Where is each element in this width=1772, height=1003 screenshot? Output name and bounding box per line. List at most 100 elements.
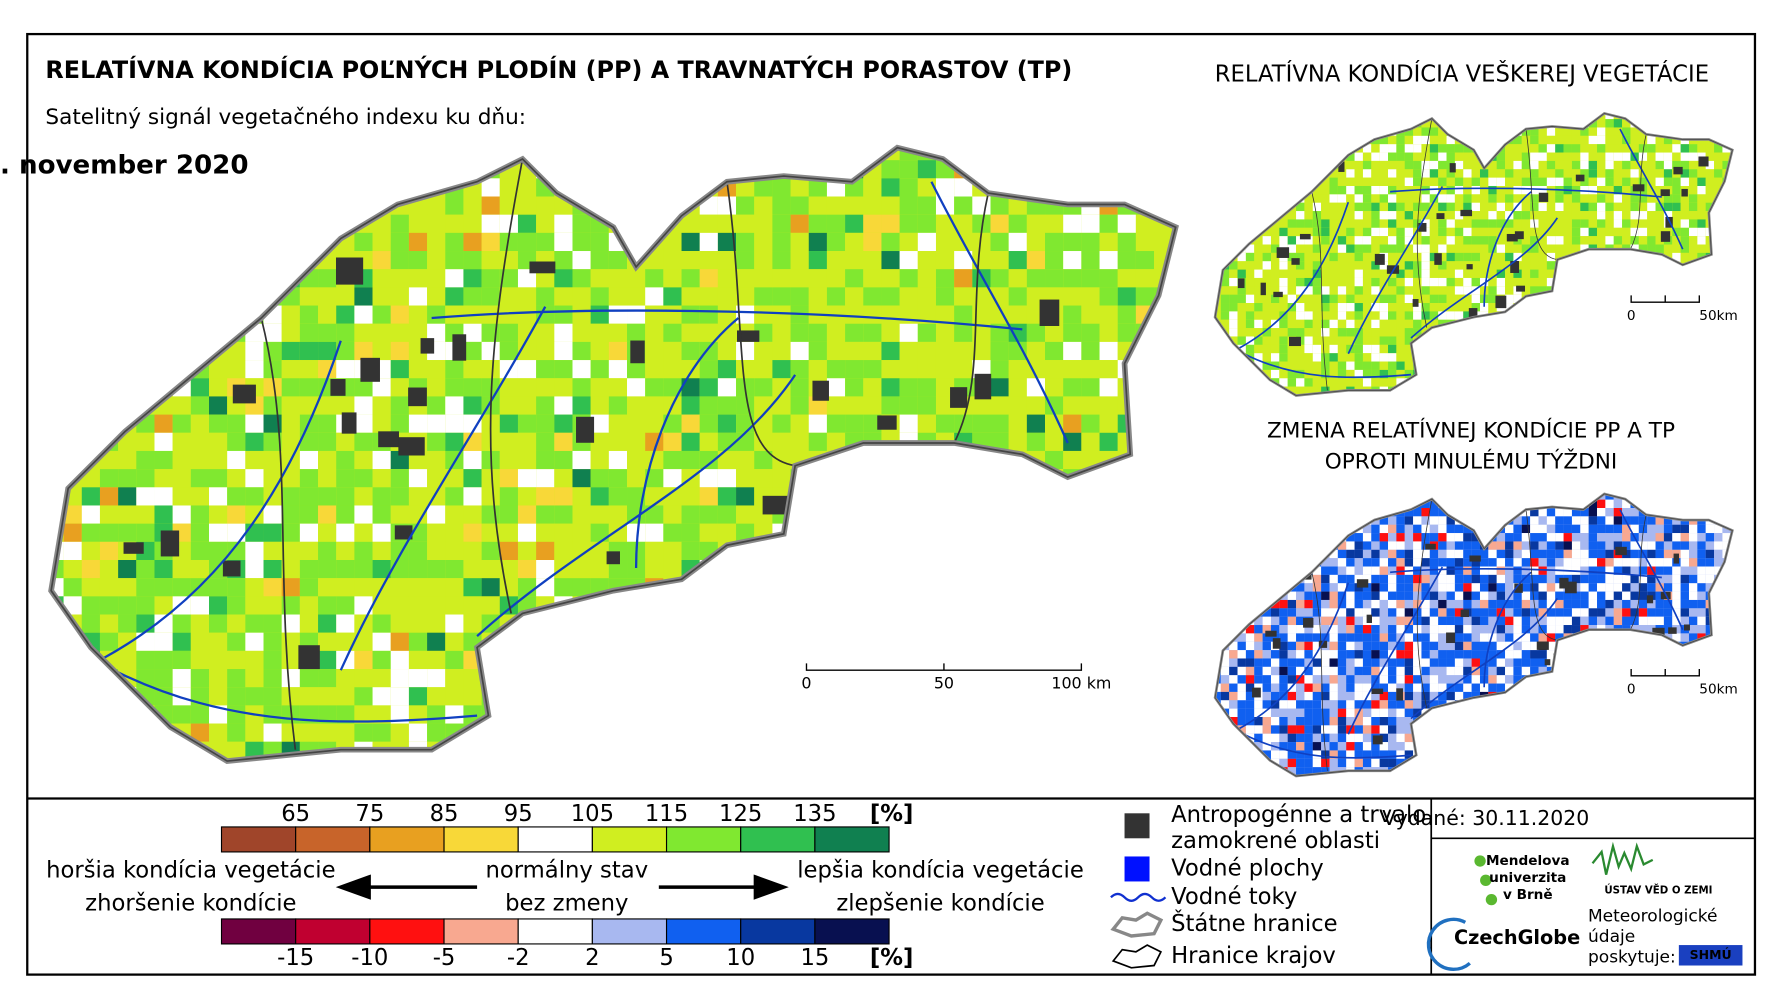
map-pixel [1296, 135, 1305, 145]
map-pixel [1672, 185, 1681, 195]
map-pixel [1647, 541, 1656, 550]
map-pixel [1254, 177, 1263, 186]
map-pixel [227, 578, 246, 597]
map-pixel [1546, 144, 1556, 153]
map-pixel [772, 705, 791, 724]
map-pixel [1505, 369, 1514, 379]
map-pixel [63, 523, 82, 542]
map-pixel [1371, 119, 1380, 128]
map-pixel [1505, 144, 1514, 153]
map-pixel [1229, 549, 1238, 559]
map-pixel [1312, 344, 1322, 354]
map-pixel [1697, 353, 1706, 362]
map-pixel [1135, 251, 1155, 270]
map-pixel [1714, 269, 1723, 278]
map-pixel [808, 741, 827, 760]
map-pixel [1220, 152, 1230, 161]
map-pixel [554, 669, 573, 688]
map-pixel [1117, 523, 1136, 542]
map-pixel [1379, 194, 1389, 203]
map-pixel [1321, 516, 1330, 525]
map-pixel [154, 214, 173, 233]
map-pixel [1337, 177, 1347, 186]
map-pixel [1063, 450, 1082, 470]
map-pixel [699, 523, 718, 542]
map-pixel [1388, 369, 1397, 379]
map-pixel [445, 196, 464, 215]
map-pixel [1279, 227, 1288, 237]
map-pixel [1388, 524, 1397, 534]
map-pixel [790, 559, 809, 579]
map-pixel [281, 147, 300, 161]
map-pixel [1663, 369, 1673, 379]
map-pixel [1404, 541, 1414, 550]
map-pixel [1404, 507, 1414, 517]
map-pixel [1154, 396, 1173, 415]
map-pixel [1538, 344, 1547, 354]
map-pixel [1287, 524, 1297, 534]
map-pixel [1404, 533, 1414, 542]
map-pixel [1546, 524, 1556, 534]
map-pixel [209, 523, 228, 542]
map-pixel [554, 469, 573, 488]
map-pixel [1630, 328, 1639, 337]
map-pixel [1063, 432, 1082, 451]
map-pixel [1488, 236, 1497, 245]
map-pixel [1296, 227, 1305, 237]
map-pixel [1538, 185, 1547, 195]
map-pixel [1530, 227, 1539, 237]
map-pixel [1245, 499, 1255, 508]
map-pixel [1337, 294, 1347, 304]
map-pixel [136, 178, 155, 197]
map-pixel [1270, 269, 1280, 278]
map-pixel [190, 505, 210, 524]
map-pixel [1404, 219, 1414, 228]
map-pixel [408, 360, 428, 379]
map-pixel [1215, 219, 1221, 228]
map-pixel [336, 578, 355, 597]
map-pixel [1388, 252, 1397, 262]
map-pixel [1613, 286, 1623, 295]
map-pixel [1245, 119, 1255, 128]
map-pixel [1647, 328, 1656, 337]
map-pixel [1099, 705, 1118, 724]
urban-area [648, 635, 672, 650]
map-pixel [1329, 499, 1338, 508]
map-pixel [1404, 328, 1414, 337]
map-pixel [1220, 516, 1230, 525]
map-pixel [281, 723, 300, 742]
map-pixel [1454, 202, 1464, 212]
map-pixel [1304, 493, 1313, 500]
map-pixel [1229, 336, 1238, 345]
map-pixel [1229, 353, 1238, 362]
map-pixel [935, 341, 955, 361]
map-pixel [1220, 549, 1230, 559]
map-pixel [572, 287, 591, 306]
map-pixel [699, 687, 718, 706]
map-pixel [209, 723, 228, 742]
map-pixel [1438, 516, 1447, 525]
map-pixel [1296, 303, 1305, 312]
map-pixel [899, 632, 918, 651]
map-pixel [354, 178, 373, 197]
map-pixel [1538, 177, 1547, 186]
map-pixel [118, 378, 137, 397]
map-pixel [954, 196, 973, 215]
map-pixel [1229, 160, 1238, 170]
map-pixel [1329, 361, 1338, 370]
map-pixel [917, 341, 936, 361]
map-pixel [263, 759, 282, 762]
map-pixel [627, 178, 646, 197]
map-pixel [1438, 202, 1447, 212]
map-pixel [754, 414, 773, 433]
map-pixel [51, 251, 64, 270]
map-pixel [1672, 119, 1681, 128]
map-pixel [1438, 369, 1447, 379]
map-pixel [1329, 516, 1338, 525]
map-pixel [1613, 261, 1623, 270]
map-pixel [1215, 236, 1221, 245]
map-pixel [1396, 269, 1405, 278]
map-pixel [1680, 119, 1689, 128]
map-pixel [1647, 236, 1656, 245]
map-pixel [499, 432, 518, 451]
